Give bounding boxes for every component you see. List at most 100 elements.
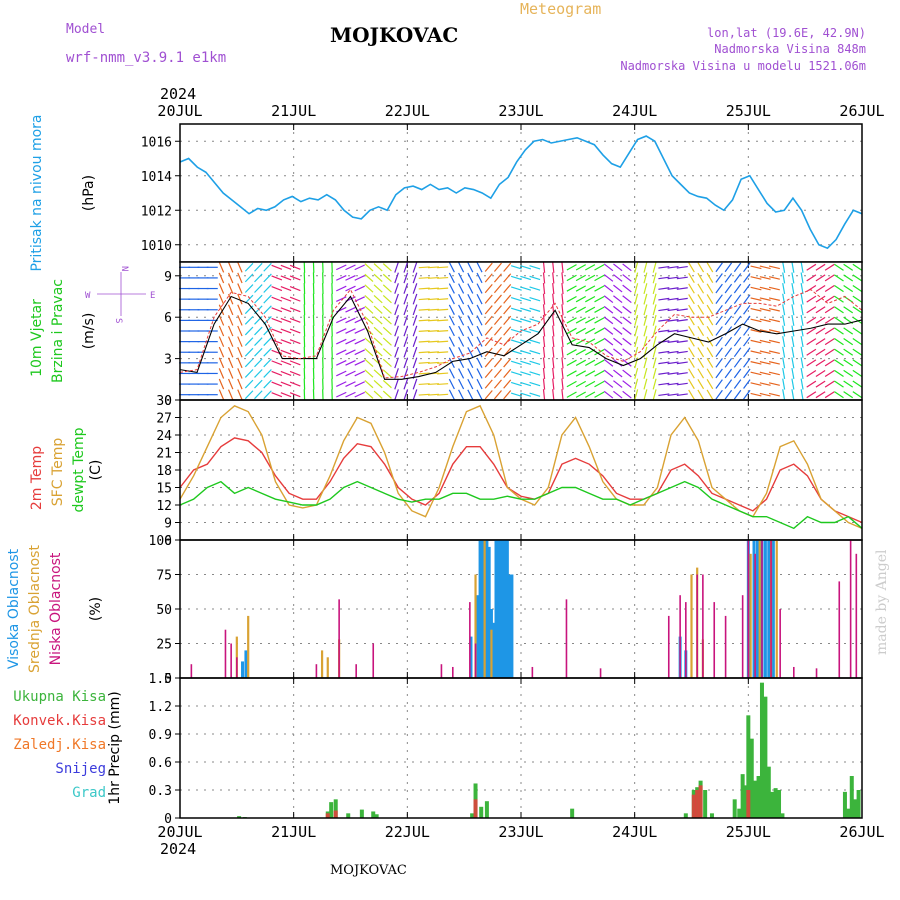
wind-arrow (345, 306, 356, 313)
wind-arrow (510, 286, 522, 291)
wind-arrow (834, 316, 844, 324)
temp2m-title: 2m Temp (29, 446, 45, 510)
wind-arrow (676, 361, 688, 365)
wind-arrow (529, 360, 541, 366)
wind-arrow (448, 389, 455, 400)
wind-arrow (382, 284, 392, 293)
wind-arrow (791, 389, 795, 401)
wind-arrow (688, 357, 695, 368)
x-tick-label-bottom: 26JUL (839, 823, 884, 841)
wind-arrow (782, 293, 786, 305)
wind-arrow (824, 285, 835, 293)
wind-arrow (458, 293, 465, 305)
wind-arrow (594, 285, 605, 292)
wind-arrow (768, 382, 780, 386)
wind-arrow (768, 265, 780, 270)
panel-3: 0 25 50 75 100 (149, 534, 863, 687)
total-precip-bar (703, 790, 708, 818)
wind-arrow (476, 389, 483, 400)
wind-arrow (280, 328, 292, 334)
wind-arrow (271, 307, 283, 313)
high-cloud-title: Visoka Oblacnost (6, 548, 22, 669)
wind-arrow (394, 304, 399, 316)
y-tick-label: 0 (164, 672, 172, 687)
wind-arrow (566, 264, 577, 271)
wind-arrow (768, 371, 780, 376)
wind-arrow (658, 319, 670, 322)
wind-arrow (373, 316, 383, 325)
wind-arrow (484, 315, 493, 325)
wind-arrow (493, 294, 502, 304)
wind-arrow (561, 283, 564, 295)
wind-arrow (815, 380, 826, 388)
wind-arrow (676, 329, 688, 333)
wind-arrow (815, 327, 826, 335)
wind-arrow (706, 272, 714, 283)
wind-arrow (715, 262, 723, 273)
wind-arrow (254, 284, 263, 293)
wind-arrow (237, 378, 243, 390)
wind-arrow (345, 381, 356, 387)
wind-arrow (643, 272, 648, 284)
wind-arrow (345, 338, 356, 345)
wind-arrow (697, 294, 705, 305)
wind-arrow (743, 336, 751, 347)
wind-arrow (403, 378, 409, 390)
wind-arrow (667, 297, 679, 301)
wind-arrow (403, 346, 409, 358)
panel-frame (179, 399, 863, 541)
low-cloud-bar (793, 666, 795, 678)
low-cloud-bar (770, 540, 772, 678)
wind-arrow (688, 272, 695, 283)
wind-arrow (733, 315, 742, 326)
wind-arrow (733, 379, 742, 389)
wind-arrow (336, 328, 347, 334)
wind-arrow (484, 379, 493, 389)
model-name: wrf-nmm_v3.9.1 e1km (66, 50, 226, 66)
y-tick-label: 100 (149, 534, 172, 549)
mid-cloud-bar (690, 574, 693, 678)
wind-arrow (458, 325, 465, 337)
wind-arrow (566, 274, 577, 282)
wind-arrow (806, 263, 817, 271)
wind-arrow (768, 297, 780, 301)
wind-arrow (715, 379, 723, 389)
wind-arrow (510, 392, 522, 397)
wind-arrow (503, 315, 512, 325)
wind-arrow (800, 325, 804, 337)
wind-arrow (227, 315, 234, 326)
pressure-line (179, 135, 863, 250)
wind-arrow (643, 293, 648, 305)
wind-arrow (688, 336, 695, 347)
wind-arrow (652, 325, 657, 337)
wind-arrow (237, 272, 243, 284)
wind-arrow (254, 347, 263, 357)
wind-arrow (750, 371, 762, 376)
wind-arrow (759, 350, 771, 355)
dewpt-title: dewpt Temp (71, 427, 87, 512)
wind-arrow (800, 293, 804, 305)
wind-arrow (427, 361, 439, 364)
wind-arrow (613, 369, 623, 378)
wind-arrow (622, 284, 632, 293)
wind-arrow (529, 392, 541, 397)
wind-arrow (834, 306, 844, 314)
wind-arrow (382, 316, 392, 325)
wind-arrow (613, 390, 623, 399)
wind-arrow (542, 304, 546, 316)
wind-arrow (806, 380, 817, 388)
wind-arrow (237, 283, 243, 294)
wind-arrow (724, 294, 733, 304)
wind-arrows (179, 261, 863, 401)
wind-arrow (227, 378, 234, 390)
wind-arrow (585, 338, 596, 345)
wind-arrow (418, 330, 430, 332)
wind-arrow (382, 273, 392, 283)
wind-arrow (364, 263, 374, 272)
panel-2: 6 9 12 15 18 21 24 27 30 (156, 394, 863, 549)
wind-arrow (603, 380, 614, 388)
wind-arrow (634, 336, 639, 348)
wind-arrow (254, 273, 263, 283)
wind-arrow (529, 307, 541, 312)
wind-arrow (743, 389, 751, 400)
